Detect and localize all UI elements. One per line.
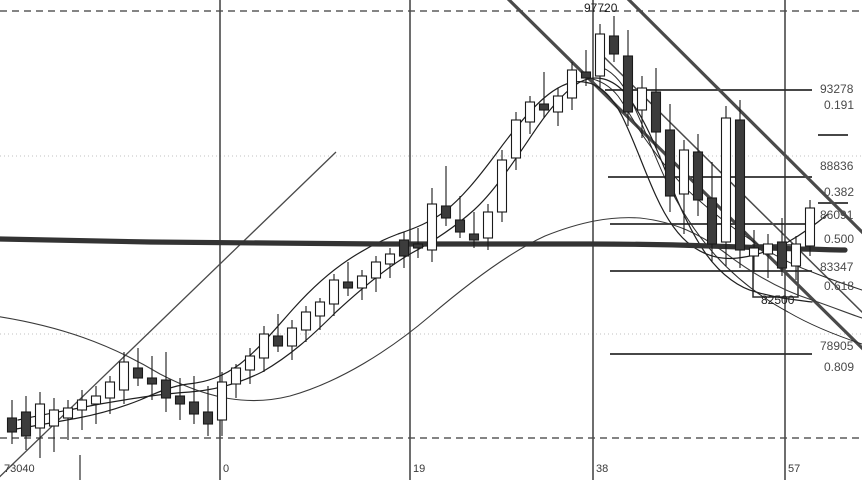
- candle-body: [160, 379, 172, 399]
- candle-body: [538, 103, 550, 111]
- price-label-0809: 78905: [820, 339, 854, 353]
- candle-body: [48, 409, 60, 427]
- candle-body: [636, 87, 648, 111]
- ma-mid-line: [17, 77, 813, 421]
- candle-body: [244, 355, 256, 371]
- candle-body: [132, 367, 144, 379]
- x-tick-57: 57: [788, 463, 801, 475]
- ma-slow-line: [0, 217, 862, 402]
- ma-fast-line: [9, 81, 829, 431]
- fib-ratio-0382: 0.382: [824, 185, 855, 199]
- candle-body: [104, 381, 116, 399]
- candle-body: [734, 119, 746, 251]
- candle-body: [552, 95, 564, 113]
- candle-body: [748, 247, 760, 257]
- candle-body: [790, 243, 802, 267]
- candle-body: [468, 233, 480, 241]
- price-label-0618: 83347: [820, 260, 854, 274]
- candle-body: [174, 395, 186, 405]
- candle-body: [524, 101, 536, 123]
- swing-high-annotation: 97720: [584, 1, 618, 15]
- candle-body: [762, 243, 774, 255]
- candle-body: [328, 279, 340, 305]
- candle-body: [300, 311, 312, 331]
- candle-body: [20, 411, 32, 437]
- x-tick-0: 0: [223, 463, 230, 475]
- candle-body: [776, 241, 788, 269]
- candle-body: [664, 129, 676, 197]
- fib-ratio-0618: 0.618: [824, 279, 855, 293]
- x-tick-19: 19: [413, 463, 426, 475]
- candle-body: [566, 69, 578, 99]
- fib-ratio-0191: 0.191: [824, 98, 855, 112]
- swing-low-annotation: 82500: [761, 293, 795, 307]
- x-tick-38: 38: [596, 463, 609, 475]
- candle-body: [412, 243, 424, 249]
- candle-body: [356, 275, 368, 289]
- candle-body: [230, 367, 242, 385]
- candle-body: [706, 197, 718, 245]
- candle-body: [286, 327, 298, 347]
- price-label-0500: 86091: [820, 208, 854, 222]
- candle-body: [258, 333, 270, 359]
- candle-body: [580, 71, 592, 79]
- candle-body: [272, 335, 284, 347]
- candle-body: [650, 91, 662, 133]
- candle-body: [118, 361, 130, 391]
- candle-body: [510, 119, 522, 159]
- candle-body: [216, 381, 228, 421]
- price-label-0382: 88836: [820, 159, 854, 173]
- candle-body: [440, 205, 452, 219]
- candle-body: [76, 399, 88, 411]
- candle-body: [6, 417, 18, 433]
- candle-body: [678, 149, 690, 195]
- candle-body: [62, 407, 74, 419]
- candlestick-series: [6, 16, 816, 458]
- candle-body: [90, 395, 102, 405]
- candle-body: [720, 117, 732, 243]
- candle-body: [34, 403, 46, 429]
- price-label-0191: 93278: [820, 82, 854, 96]
- candle-body: [482, 211, 494, 239]
- candle-body: [454, 219, 466, 233]
- candle-body: [384, 253, 396, 265]
- candle-body: [496, 159, 508, 213]
- candle-body: [426, 203, 438, 251]
- candle-body: [370, 261, 382, 279]
- fib-ratio-0500: 0.500: [824, 232, 855, 246]
- candle-body: [146, 377, 158, 385]
- candle-body: [594, 33, 606, 77]
- candle-body: [804, 207, 816, 247]
- candle-body: [398, 239, 410, 257]
- candle-body: [202, 411, 214, 425]
- candle-body: [342, 281, 354, 289]
- origin-price-label: 73040: [4, 463, 35, 475]
- candle-body: [314, 301, 326, 317]
- candle-body: [692, 151, 704, 201]
- candle-body: [622, 55, 634, 113]
- candle-body: [608, 35, 620, 55]
- candle-body: [188, 401, 200, 415]
- fib-ratio-0809: 0.809: [824, 360, 855, 374]
